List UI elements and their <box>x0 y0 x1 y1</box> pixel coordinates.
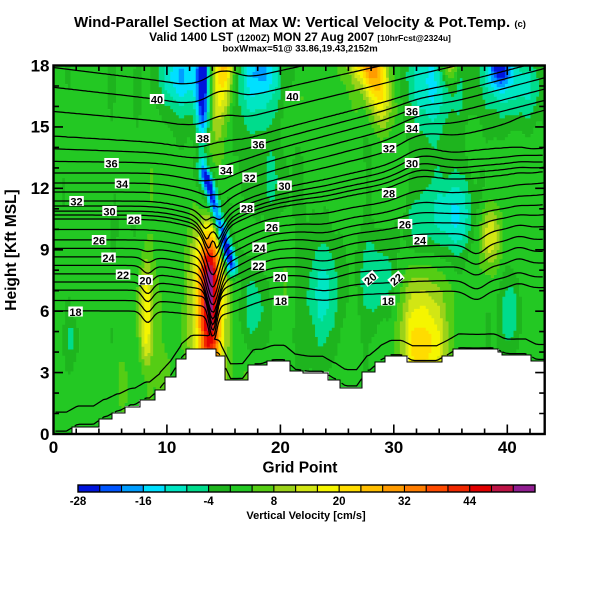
svg-text:10: 10 <box>157 438 176 457</box>
svg-text:24: 24 <box>414 235 427 247</box>
svg-text:22: 22 <box>252 261 264 273</box>
svg-text:8: 8 <box>271 496 278 508</box>
svg-text:Wind-Parallel Section at Max W: Wind-Parallel Section at Max W: Vertical… <box>74 14 526 31</box>
svg-text:Grid Point: Grid Point <box>263 460 338 477</box>
svg-text:36: 36 <box>252 139 264 151</box>
svg-text:30: 30 <box>384 438 403 457</box>
svg-text:32: 32 <box>243 173 255 185</box>
svg-text:3: 3 <box>40 363 49 382</box>
svg-text:36: 36 <box>105 158 117 170</box>
svg-text:18: 18 <box>31 56 50 75</box>
svg-text:28: 28 <box>241 203 253 215</box>
svg-text:20: 20 <box>333 496 346 508</box>
svg-text:34: 34 <box>220 165 233 177</box>
svg-text:32: 32 <box>383 143 395 155</box>
svg-text:38: 38 <box>197 133 209 145</box>
svg-text:Vertical Velocity [cm/s]: Vertical Velocity [cm/s] <box>246 510 366 522</box>
svg-text:26: 26 <box>266 222 278 234</box>
svg-text:34: 34 <box>406 123 419 135</box>
svg-text:18: 18 <box>275 296 287 308</box>
svg-text:34: 34 <box>116 179 129 191</box>
svg-text:22: 22 <box>117 270 129 282</box>
svg-text:30: 30 <box>103 206 115 218</box>
svg-text:0: 0 <box>40 425 49 444</box>
svg-text:30: 30 <box>278 181 290 193</box>
svg-text:-28: -28 <box>70 496 87 508</box>
svg-text:20: 20 <box>139 275 151 287</box>
svg-text:44: 44 <box>463 496 476 508</box>
svg-text:32: 32 <box>398 496 411 508</box>
svg-text:40: 40 <box>498 438 517 457</box>
svg-text:6: 6 <box>40 302 49 321</box>
svg-text:-4: -4 <box>203 496 214 508</box>
svg-text:26: 26 <box>93 235 105 247</box>
svg-text:12: 12 <box>31 179 50 198</box>
svg-text:32: 32 <box>70 196 82 208</box>
svg-text:15: 15 <box>31 118 50 137</box>
svg-text:Height [Kft MSL]: Height [Kft MSL] <box>3 189 20 310</box>
svg-text:30: 30 <box>406 158 418 170</box>
svg-text:20: 20 <box>271 438 290 457</box>
svg-text:40: 40 <box>151 94 163 106</box>
svg-text:Valid 1400 LST (1200Z) MON 27: Valid 1400 LST (1200Z) MON 27 Aug 2007 [… <box>149 30 451 44</box>
svg-text:36: 36 <box>406 106 418 118</box>
svg-text:18: 18 <box>382 296 394 308</box>
svg-text:24: 24 <box>102 253 115 265</box>
svg-text:40: 40 <box>286 91 298 103</box>
svg-text:boxWmax=51@ 33.86,19.43,2152m: boxWmax=51@ 33.86,19.43,2152m <box>222 44 377 55</box>
svg-text:28: 28 <box>383 188 395 200</box>
svg-text:-16: -16 <box>135 496 152 508</box>
svg-text:0: 0 <box>49 438 58 457</box>
svg-text:28: 28 <box>128 215 140 227</box>
svg-text:24: 24 <box>253 243 266 255</box>
svg-text:9: 9 <box>40 241 49 260</box>
svg-text:26: 26 <box>399 219 411 231</box>
svg-text:20: 20 <box>274 272 286 284</box>
svg-text:18: 18 <box>69 307 81 319</box>
